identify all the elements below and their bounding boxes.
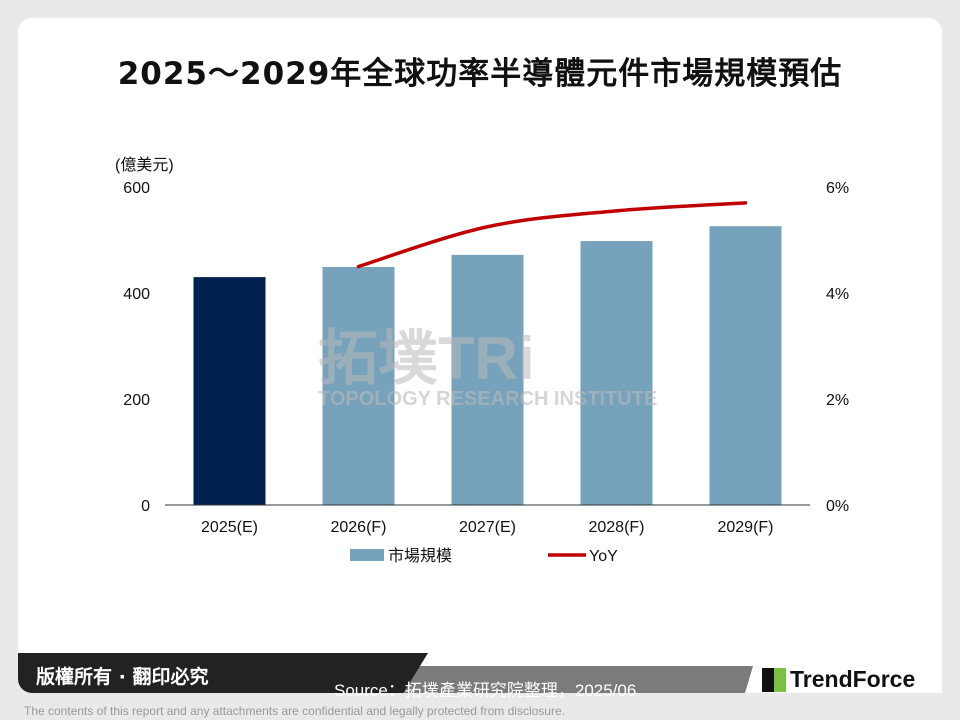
legend-label-bar: 市場規模 (388, 547, 452, 565)
y-tick-right: 2% (826, 392, 849, 409)
legend-label-line: YoY (589, 548, 618, 565)
y-tick-left: 200 (123, 392, 150, 409)
y-axis-unit: (億美元) (115, 156, 174, 174)
source-bar (395, 666, 775, 693)
disclaimer: The contents of this report and any atta… (24, 704, 565, 718)
source-text: Source：拓墣產業研究院整理，2025/06 (334, 681, 637, 700)
x-tick-label: 2028(F) (588, 519, 644, 536)
chart-title: 2025～2029年全球功率半導體元件市場規模預估 (117, 56, 843, 92)
bar (709, 226, 782, 505)
y-tick-left: 400 (123, 286, 150, 303)
trendforce-logo: TrendForce (762, 666, 915, 693)
legend-swatch-bar (350, 549, 384, 561)
x-tick-label: 2026(F) (330, 519, 386, 536)
bar (451, 254, 524, 505)
logo-text: TrendForce (790, 666, 916, 692)
bar (580, 241, 653, 505)
bar (322, 267, 395, 505)
x-tick-label: 2025(E) (201, 519, 258, 536)
logo-mark-icon (762, 667, 786, 692)
yoy-line (356, 201, 748, 269)
copyright-bar: 版權所有 · 翻印必究 (18, 653, 428, 693)
y-tick-right: 0% (826, 498, 849, 515)
y-tick-left: 0 (141, 498, 150, 515)
y-tick-left: 600 (123, 180, 150, 197)
copyright-text: 版權所有 · 翻印必究 (36, 666, 209, 688)
bar (193, 277, 266, 505)
y-tick-right: 4% (826, 286, 849, 303)
y-tick-right: 6% (826, 180, 849, 197)
x-tick-label: 2027(E) (459, 519, 516, 536)
x-tick-label: 2029(F) (717, 519, 773, 536)
